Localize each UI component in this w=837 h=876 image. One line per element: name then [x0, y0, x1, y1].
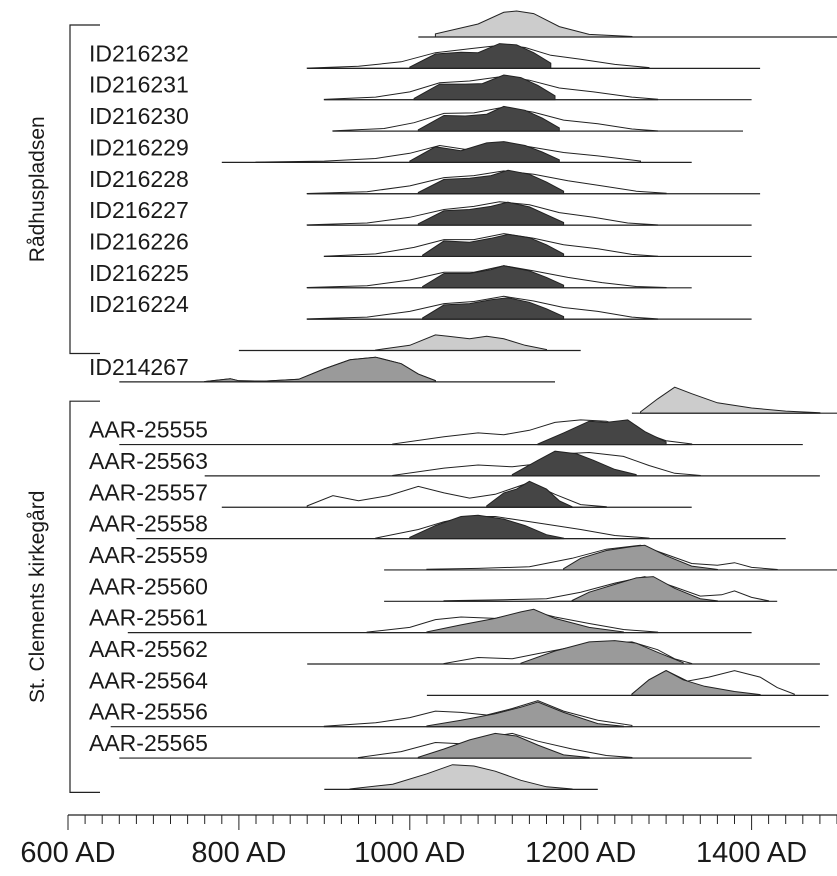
- x-tick-label: 1000 AD: [354, 837, 465, 869]
- row-aar-25556: AAR-25556: [89, 699, 820, 728]
- group-label: Rådhuspladsen: [26, 116, 49, 262]
- row-id216228: ID216228: [89, 166, 761, 195]
- boundary-curve: [349, 764, 573, 790]
- row-label: ID216225: [89, 260, 189, 286]
- group-brackets: Rådhuspladsen St. Clements kirkegård: [26, 24, 100, 794]
- row-boundary-24: [324, 764, 598, 791]
- posterior-curve: [563, 544, 718, 571]
- row-label: AAR-25555: [89, 417, 208, 443]
- row-id216229: ID216229: [89, 134, 692, 163]
- row-label: ID216226: [89, 228, 189, 254]
- row-id216227: ID216227: [89, 197, 752, 226]
- posterior-curve: [422, 297, 565, 320]
- row-aar-25561: AAR-25561: [89, 605, 752, 634]
- x-tick-label: 1400 AD: [696, 837, 807, 869]
- group-bracket-0: Rådhuspladsen: [26, 24, 100, 355]
- row-label: AAR-25559: [89, 542, 208, 568]
- row-label: AAR-25562: [89, 636, 208, 662]
- row-label: AAR-25557: [89, 479, 208, 505]
- row-label: ID216229: [89, 134, 189, 160]
- group-bracket-1: St. Clements kirkegård: [26, 400, 100, 794]
- posterior-curve: [511, 450, 637, 477]
- row-aar-25564: AAR-25564: [89, 667, 829, 696]
- row-id214267: ID214267: [89, 354, 555, 383]
- boundary-curve: [375, 334, 547, 351]
- boundary-curve: [640, 386, 821, 414]
- x-tick-label: 600 AD: [20, 837, 115, 869]
- row-aar-25560: AAR-25560: [89, 573, 778, 602]
- row-boundary-0: [418, 10, 837, 38]
- row-label: AAR-25556: [89, 699, 208, 725]
- posterior-curve: [409, 43, 552, 69]
- row-id216230: ID216230: [89, 103, 743, 132]
- row-aar-25555: AAR-25555: [89, 417, 803, 446]
- row-aar-25557: AAR-25557: [89, 479, 692, 508]
- row-id216225: ID216225: [89, 260, 692, 289]
- bracket-line: [69, 24, 100, 355]
- row-label: ID216232: [89, 40, 189, 66]
- posterior-curve: [204, 356, 436, 383]
- row-label: ID214267: [89, 354, 189, 380]
- row-label: ID216228: [89, 166, 189, 192]
- group-label: St. Clements kirkegård: [26, 491, 49, 703]
- x-tick-label: 1200 AD: [525, 837, 636, 869]
- x-axis: 600 AD 800 AD 1000 AD 1200 AD 1400 AD: [20, 814, 837, 869]
- row-id216231: ID216231: [89, 72, 752, 101]
- bracket-line: [69, 400, 100, 794]
- row-label: AAR-25563: [89, 448, 208, 474]
- row-aar-25563: AAR-25563: [89, 448, 820, 477]
- row-id216232: ID216232: [89, 40, 761, 69]
- row-label: AAR-25564: [89, 667, 208, 693]
- posterior-curve: [417, 201, 565, 226]
- row-boundary-10: [238, 334, 581, 352]
- row-label: AAR-25561: [89, 605, 208, 631]
- posterior-curve: [417, 169, 565, 195]
- posterior-curve: [537, 419, 667, 446]
- row-label: AAR-25558: [89, 511, 208, 537]
- row-label: AAR-25560: [89, 573, 208, 599]
- row-id216226: ID216226: [89, 228, 752, 258]
- row-aar-25562: AAR-25562: [89, 636, 820, 665]
- row-aar-25559: AAR-25559: [89, 542, 837, 571]
- row-id216224: ID216224: [89, 291, 752, 320]
- posterior-curve: [409, 141, 560, 163]
- posterior-curve: [422, 265, 565, 289]
- row-aar-25565: AAR-25565: [89, 730, 752, 759]
- posterior-curve: [417, 105, 560, 132]
- boundary-curve: [434, 10, 633, 38]
- distribution-rows: ID216232 ID216231 ID216230 ID216229 ID216228…: [89, 10, 837, 791]
- row-label: ID216230: [89, 103, 189, 129]
- posterior-curve: [422, 233, 565, 257]
- row-label: AAR-25565: [89, 730, 208, 756]
- row-label: ID216231: [89, 72, 189, 98]
- row-label: ID216227: [89, 197, 189, 223]
- posterior-curve: [520, 640, 684, 665]
- posterior-curve: [413, 74, 556, 101]
- row-aar-25558: AAR-25558: [89, 511, 786, 540]
- x-tick-label: 800 AD: [191, 837, 286, 869]
- row-boundary-12: [631, 386, 837, 414]
- row-label: ID216224: [89, 291, 189, 317]
